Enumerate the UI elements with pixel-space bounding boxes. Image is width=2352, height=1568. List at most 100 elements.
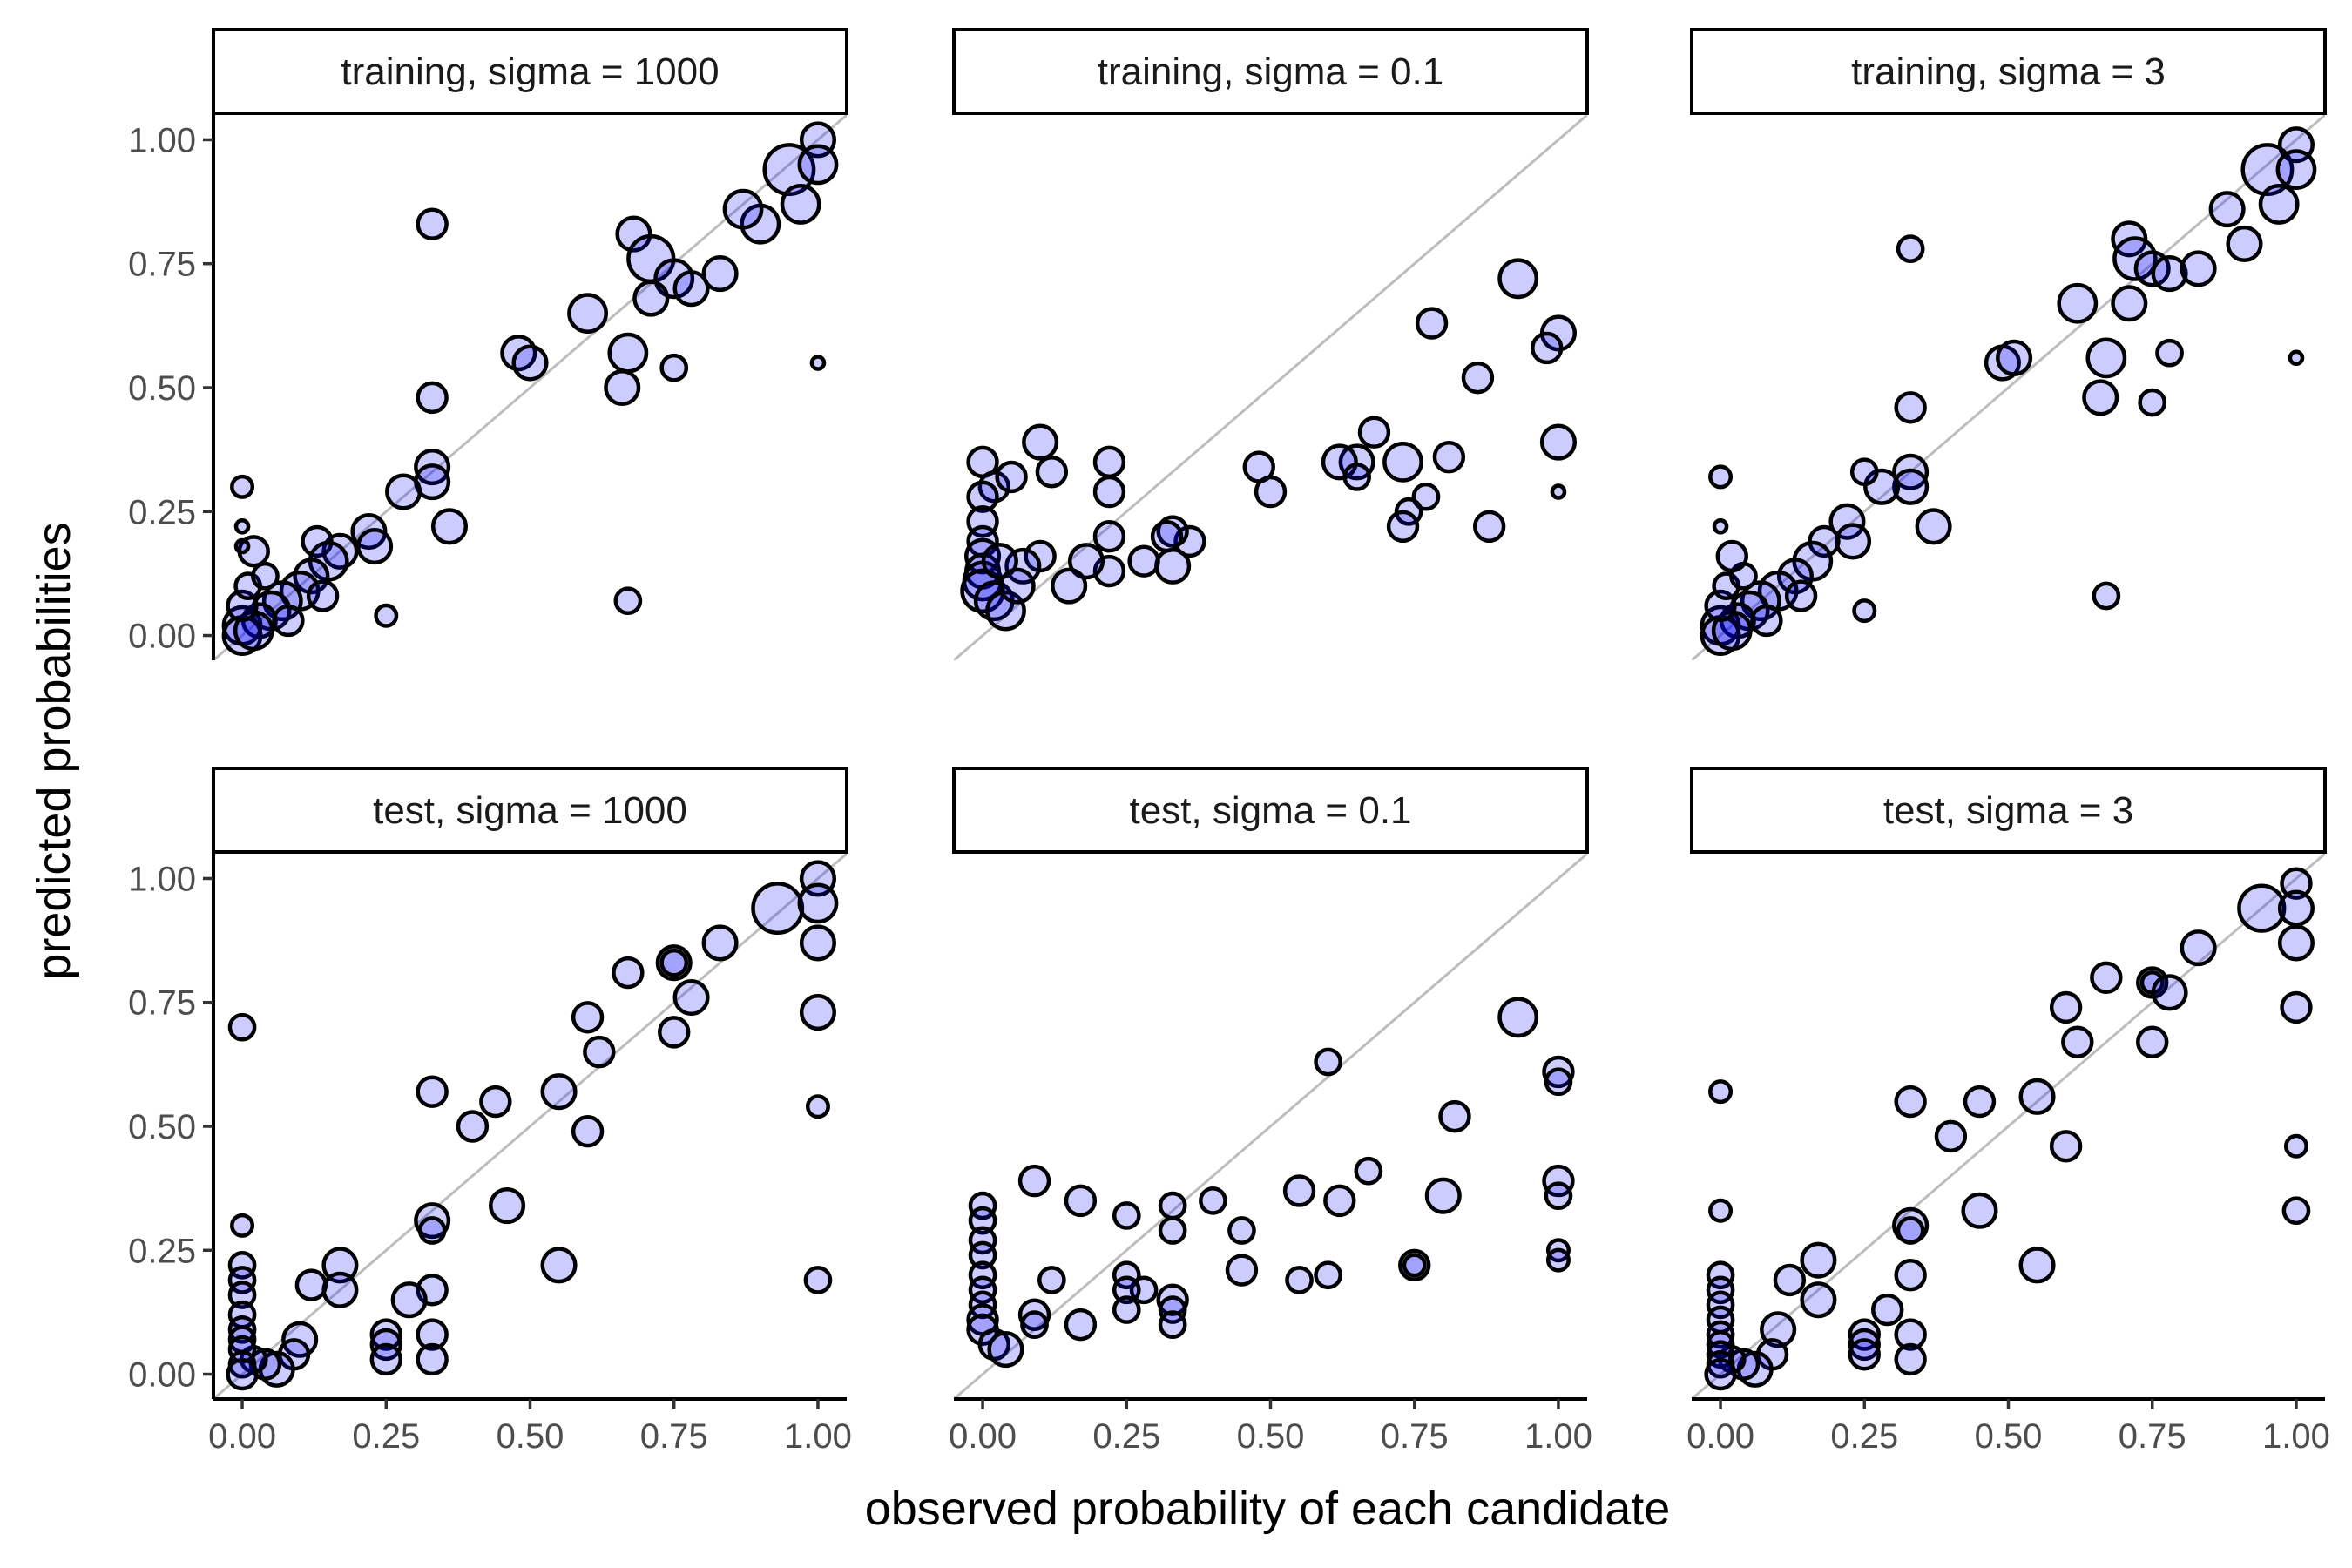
data-point: [2090, 961, 2123, 994]
data-point: [416, 1342, 449, 1376]
data-point: [417, 1216, 447, 1245]
data-point: [356, 528, 394, 565]
data-point: [511, 344, 549, 382]
data-point: [1894, 1085, 1927, 1119]
data-point: [385, 473, 422, 510]
facet-panel-6: test, sigma = 3 0.00 0.25 0.50 0.75 1.00: [1686, 767, 2330, 1456]
data-point: [981, 543, 1018, 580]
x-tick-label: 0.00: [208, 1417, 276, 1456]
data-point: [701, 924, 739, 962]
data-point: [968, 1240, 997, 1270]
data-point: [1708, 1198, 1734, 1223]
data-point: [1996, 339, 2033, 376]
data-point: [2275, 149, 2317, 191]
data-point: [2151, 974, 2188, 1011]
data-point: [1017, 1298, 1051, 1331]
data-point: [2277, 889, 2315, 927]
points-group: [221, 121, 839, 656]
data-point: [1254, 475, 1288, 509]
data-point: [1022, 423, 1059, 461]
data-point: [416, 381, 449, 415]
y-tick-label: 0.00: [128, 1356, 196, 1395]
data-point: [1800, 1281, 1837, 1319]
data-point: [658, 1016, 691, 1049]
x-tick-label: 0.75: [1381, 1417, 1449, 1456]
data-point: [1225, 1254, 1259, 1287]
facet-strip-label: training, sigma = 0.1: [1098, 51, 1443, 93]
points-group: [1700, 126, 2317, 656]
data-point: [1706, 1320, 1735, 1349]
data-point: [1896, 1216, 1925, 1245]
data-point: [615, 215, 652, 253]
facet-panels: training, sigma = 1000 0.00 0.25 0.50 0.75 1.…: [128, 28, 2330, 1456]
data-point: [1285, 1266, 1314, 1294]
data-point: [1415, 307, 1449, 340]
data-point: [2057, 282, 2099, 324]
data-point: [2258, 184, 2300, 225]
x-tick-label: 0.50: [497, 1417, 564, 1456]
data-point: [797, 144, 839, 186]
x-tick-label: 0.50: [1975, 1417, 2043, 1456]
data-point: [613, 586, 643, 616]
data-point: [1127, 544, 1160, 578]
data-point: [1712, 518, 1729, 535]
data-point: [1706, 1330, 1735, 1359]
data-point: [604, 368, 641, 407]
data-point: [390, 1281, 428, 1319]
facet-panel-3: training, sigma = 3: [1690, 28, 2327, 660]
data-point: [1715, 539, 1748, 573]
data-point: [2018, 1247, 2056, 1284]
data-point: [1357, 416, 1391, 449]
facet-strip-label: training, sigma = 3: [1851, 51, 2166, 93]
y-tick-label: 0.00: [128, 618, 196, 656]
data-point: [416, 1075, 449, 1108]
facet-strip: [1690, 28, 2327, 115]
data-point: [607, 332, 649, 374]
data-point: [430, 508, 469, 545]
facet-strip-label: test, sigma = 3: [1883, 789, 2133, 832]
data-point: [2155, 338, 2184, 368]
data-point: [2085, 337, 2127, 379]
reference-line: [213, 115, 847, 660]
data-point: [1438, 1099, 1471, 1133]
data-point: [659, 353, 689, 382]
facet-panel-2: training, sigma = 0.1: [952, 28, 1589, 660]
data-point: [1461, 361, 1495, 395]
data-point: [1112, 1275, 1141, 1305]
data-point: [809, 355, 827, 371]
reference-line: [954, 854, 1587, 1399]
data-point: [1800, 1241, 1837, 1279]
data-point: [227, 1315, 257, 1344]
data-point: [2061, 1025, 2094, 1058]
data-point: [1150, 520, 1184, 553]
data-point: [2092, 581, 2121, 611]
data-point: [1784, 579, 1818, 612]
data-point: [1542, 1055, 1575, 1089]
x-tick-label: 0.25: [352, 1417, 420, 1456]
x-tick-label: 1.00: [2262, 1417, 2330, 1456]
x-axis-title: observed probability of each candidate: [865, 1483, 1671, 1535]
points-group: [960, 258, 1578, 632]
y-tick-label: 0.75: [128, 246, 196, 284]
data-point: [1545, 1247, 1571, 1273]
data-point: [1531, 331, 1564, 365]
data-point: [1314, 1260, 1342, 1290]
x-tick-label: 1.00: [1524, 1417, 1592, 1456]
data-point: [2049, 990, 2083, 1024]
data-point: [321, 1271, 359, 1308]
data-point: [2082, 379, 2119, 416]
x-tick-label: 0.75: [2119, 1417, 2186, 1456]
data-point: [1963, 1085, 1997, 1119]
data-point: [2280, 990, 2313, 1024]
facet-strip-label: test, sigma = 0.1: [1129, 789, 1411, 832]
data-point: [803, 1266, 833, 1294]
data-point: [1064, 1184, 1098, 1218]
facet-strip: [212, 767, 848, 854]
reference-line: [1692, 854, 2325, 1399]
data-point: [1852, 598, 1877, 624]
data-point: [1894, 1318, 1927, 1351]
data-point: [1314, 1047, 1342, 1077]
data-point: [374, 603, 399, 628]
data-point: [701, 255, 739, 293]
data-point: [632, 280, 670, 317]
